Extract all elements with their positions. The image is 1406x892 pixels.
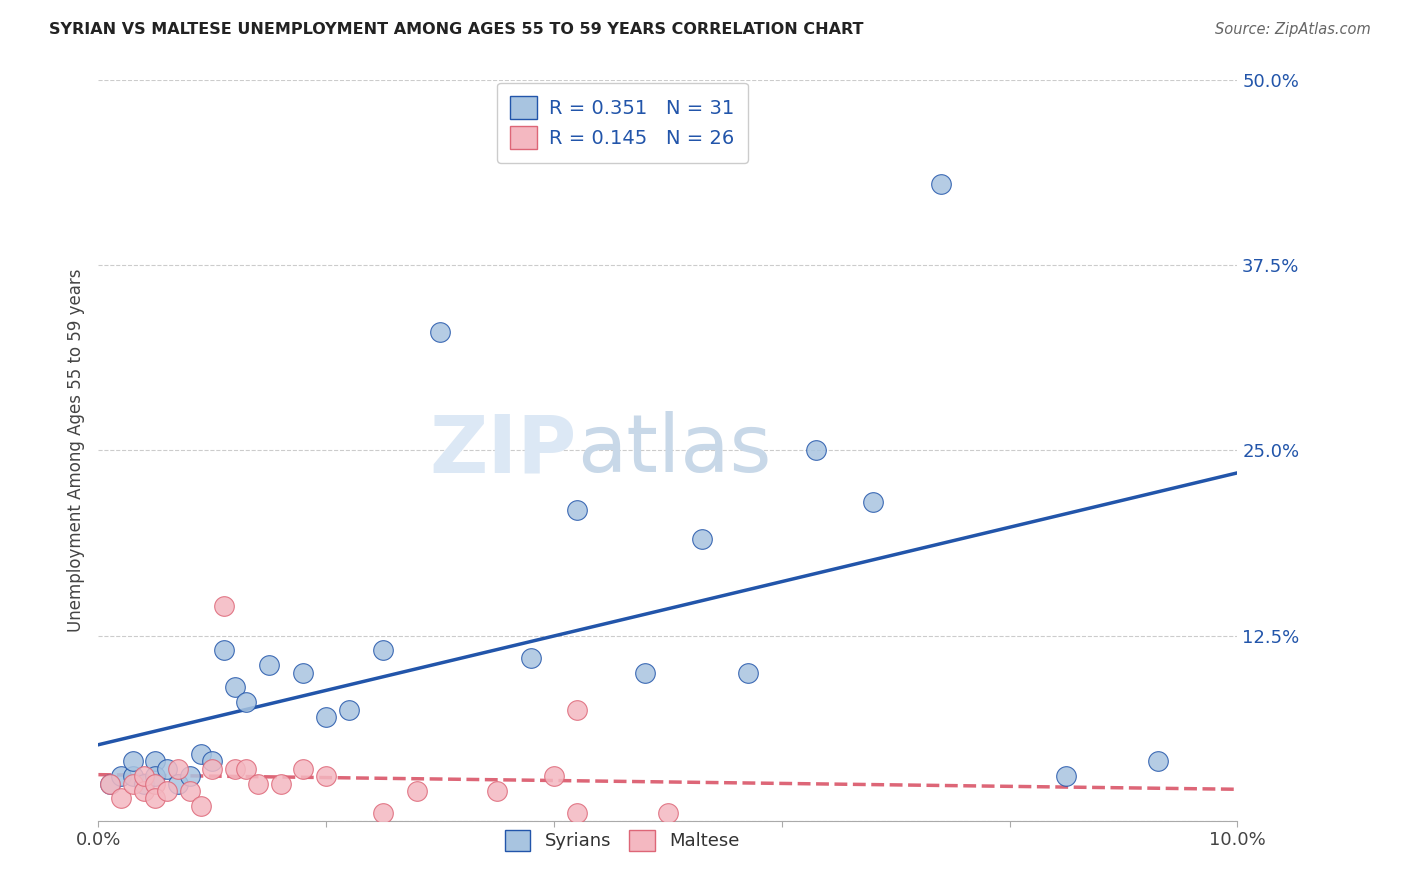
Point: [270, 776, 292, 791]
Legend: Syrians, Maltese: Syrians, Maltese: [496, 821, 748, 860]
Text: Source: ZipAtlas.com: Source: ZipAtlas.com: [1215, 22, 1371, 37]
Text: atlas: atlas: [576, 411, 770, 490]
Point: [167, 762, 190, 776]
Point: [292, 665, 315, 680]
Point: [929, 177, 952, 191]
Point: [201, 762, 224, 776]
Point: [1146, 755, 1168, 769]
Point: [737, 665, 759, 680]
Point: [690, 533, 713, 547]
Point: [565, 502, 588, 516]
Point: [121, 755, 143, 769]
Point: [337, 703, 360, 717]
Point: [1056, 769, 1078, 783]
Point: [201, 755, 224, 769]
Point: [132, 784, 155, 798]
Point: [167, 776, 190, 791]
Point: [110, 769, 132, 783]
Point: [235, 762, 257, 776]
Point: [132, 776, 155, 791]
Point: [804, 443, 827, 458]
Point: [121, 776, 143, 791]
Point: [520, 650, 543, 665]
Point: [315, 710, 337, 724]
Point: [121, 769, 143, 783]
Point: [98, 776, 121, 791]
Point: [190, 798, 212, 813]
Point: [110, 791, 132, 805]
Point: [190, 747, 212, 761]
Point: [145, 791, 167, 805]
Text: ZIP: ZIP: [429, 411, 576, 490]
Point: [98, 776, 121, 791]
Point: [235, 695, 257, 709]
Point: [145, 769, 167, 783]
Y-axis label: Unemployment Among Ages 55 to 59 years: Unemployment Among Ages 55 to 59 years: [66, 268, 84, 632]
Point: [543, 769, 565, 783]
Point: [292, 762, 315, 776]
Point: [862, 495, 884, 509]
Point: [315, 769, 337, 783]
Point: [259, 658, 281, 673]
Point: [486, 784, 509, 798]
Point: [156, 784, 179, 798]
Point: [565, 806, 588, 821]
Point: [429, 325, 451, 339]
Point: [224, 681, 246, 695]
Point: [406, 784, 429, 798]
Point: [132, 769, 155, 783]
Text: SYRIAN VS MALTESE UNEMPLOYMENT AMONG AGES 55 TO 59 YEARS CORRELATION CHART: SYRIAN VS MALTESE UNEMPLOYMENT AMONG AGE…: [49, 22, 863, 37]
Point: [373, 643, 395, 657]
Point: [156, 762, 179, 776]
Point: [145, 776, 167, 791]
Point: [224, 762, 246, 776]
Point: [634, 665, 657, 680]
Point: [179, 769, 201, 783]
Point: [212, 599, 235, 613]
Point: [145, 755, 167, 769]
Point: [246, 776, 269, 791]
Point: [565, 703, 588, 717]
Point: [179, 784, 201, 798]
Point: [657, 806, 679, 821]
Point: [212, 643, 235, 657]
Point: [373, 806, 395, 821]
